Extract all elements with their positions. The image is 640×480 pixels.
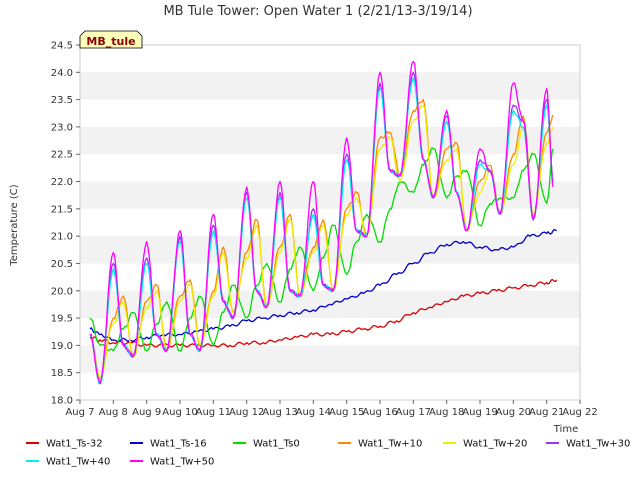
y-tick-label: 23.5 <box>51 95 73 106</box>
y-tick-label: 21.5 <box>51 204 73 215</box>
legend-label: Wat1_Tw+10 <box>358 439 422 450</box>
x-tick-label: Aug 22 <box>562 407 597 418</box>
y-tick-label: 22.0 <box>51 177 73 188</box>
grid-band <box>80 345 580 373</box>
legend-label: Wat1_Tw+30 <box>566 439 630 450</box>
x-tick-label: Aug 14 <box>296 407 331 418</box>
legend-label: Wat1_Ts0 <box>253 439 300 450</box>
y-tick-label: 23.0 <box>51 122 73 133</box>
y-tick-label: 24.5 <box>51 41 73 52</box>
legend-label: Wat1_Tw+40 <box>46 457 110 468</box>
y-tick-label: 22.5 <box>51 150 73 161</box>
x-tick-label: Aug 19 <box>462 407 497 418</box>
y-tick-label: 18.0 <box>51 396 73 407</box>
x-tick-label: Aug 15 <box>329 407 364 418</box>
series-line-wat1-ts0 <box>89 147 554 352</box>
y-tick-label: 18.5 <box>51 368 73 379</box>
x-tick-label: Aug 21 <box>529 407 564 418</box>
x-tick-label: Aug 10 <box>162 407 197 418</box>
legend-label: Wat1_Tw+20 <box>463 439 527 450</box>
x-tick-label: Aug 18 <box>429 407 464 418</box>
series-line-wat1-ts-32 <box>89 278 558 348</box>
site-tag-label: MB_tule <box>86 35 135 48</box>
x-tick-label: Aug 7 <box>65 407 94 418</box>
x-tick-label: Aug 17 <box>396 407 431 418</box>
y-tick-label: 19.0 <box>51 341 73 352</box>
y-axis-label: Temperature (C) <box>9 184 20 266</box>
background-bands <box>80 72 580 373</box>
series-line-wat1-tw-50 <box>89 60 554 385</box>
legend-label: Wat1_Ts-32 <box>46 439 103 450</box>
y-axis-ticks: 18.0 18.5 19.0 19.5 20.0 20.5 21.0 21.5 22.0 22.5… <box>51 41 80 407</box>
legend-label: Wat1_Ts-16 <box>150 439 207 450</box>
x-tick-label: Aug 12 <box>229 407 264 418</box>
site-tag: MB_tule <box>79 30 143 49</box>
x-tick-label: Aug 20 <box>496 407 531 418</box>
y-tick-label: 20.5 <box>51 259 73 270</box>
legend-label: Wat1_Tw+50 <box>150 457 214 468</box>
x-tick-label: Aug 8 <box>99 407 128 418</box>
grid-band <box>80 72 580 100</box>
x-tick-label: Aug 11 <box>196 407 231 418</box>
x-tick-label: Aug 16 <box>362 407 397 418</box>
grid-band <box>80 126 580 155</box>
site-tag-box <box>79 30 143 49</box>
y-tick-label: 19.5 <box>51 314 73 325</box>
series-line-wat1-ts-16 <box>89 228 557 343</box>
grid-band <box>80 236 580 264</box>
y-tick-label: 24.0 <box>51 68 73 79</box>
chart-title: MB Tule Tower: Open Water 1 (2/21/13-3/1… <box>163 4 472 19</box>
x-axis-label: Time <box>553 424 578 435</box>
plot-frame <box>79 44 581 401</box>
y-tick-label: 20.0 <box>51 286 73 297</box>
data-lines <box>89 60 558 385</box>
x-tick-label: Aug 9 <box>132 407 161 418</box>
x-tick-label: Aug 13 <box>262 407 297 418</box>
legend: Wat1_Ts-32 Wat1_Ts-16 Wat1_Ts0 Wat1_Tw+10 Wa… <box>26 439 630 468</box>
y-tick-label: 21.0 <box>51 232 73 243</box>
